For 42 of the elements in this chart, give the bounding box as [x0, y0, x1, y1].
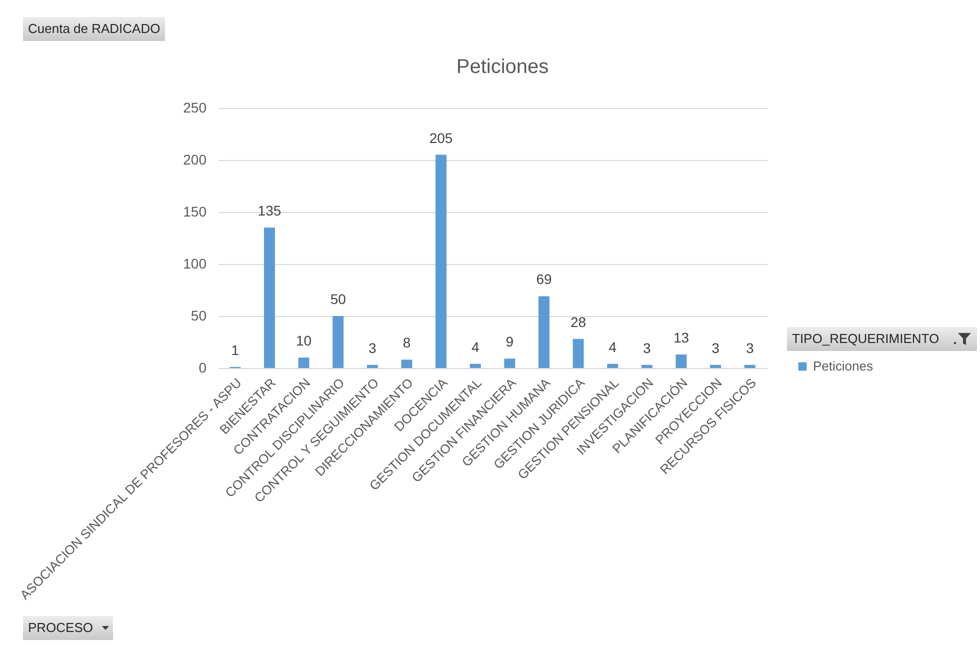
- data-label: 4: [608, 338, 617, 355]
- data-label: 135: [258, 202, 282, 219]
- bar: [366, 364, 378, 368]
- data-label: 4: [471, 338, 480, 355]
- y-tick-label: 0: [198, 360, 207, 376]
- data-label: 9: [506, 334, 514, 350]
- y-tick-label: 100: [183, 256, 207, 272]
- data-label: 8: [402, 334, 411, 351]
- text: Cuenta de RADICADO: [28, 20, 160, 38]
- y-tick-label: 250: [183, 100, 207, 116]
- data-label: 28: [570, 314, 586, 330]
- bar: [641, 364, 652, 368]
- legend-title: TIPO_REQUERIMIENTO: [792, 330, 940, 348]
- data-label: 3: [368, 340, 377, 356]
- y-tick-label: 150: [183, 204, 207, 220]
- y-tick-label: 50: [190, 308, 207, 324]
- bar: [436, 154, 447, 368]
- data-label: 69: [536, 271, 552, 288]
- data-label: 10: [296, 332, 312, 349]
- data-label: 3: [712, 340, 720, 356]
- bar: [572, 338, 584, 368]
- bar: [607, 364, 618, 368]
- bar: [504, 358, 516, 368]
- bar: [298, 358, 310, 368]
- y-tick-label: 200: [183, 152, 207, 168]
- data-label: 13: [673, 329, 690, 346]
- bar: [401, 360, 412, 368]
- bar: [710, 364, 722, 368]
- legend-label: Peticiones: [813, 358, 874, 374]
- bar: [470, 364, 481, 368]
- data-label: 205: [429, 130, 453, 146]
- bar: [332, 316, 344, 368]
- bar: [744, 364, 756, 368]
- x-axis-title: PROCESO: [28, 619, 94, 637]
- bar: [676, 354, 687, 368]
- bar: [538, 296, 550, 368]
- data-label: 1: [231, 342, 240, 358]
- bar: [264, 228, 275, 368]
- chart-title: Peticiones: [456, 56, 549, 78]
- data-label: 3: [643, 340, 652, 356]
- data-label: 50: [330, 291, 346, 307]
- data-label: 3: [746, 340, 754, 356]
